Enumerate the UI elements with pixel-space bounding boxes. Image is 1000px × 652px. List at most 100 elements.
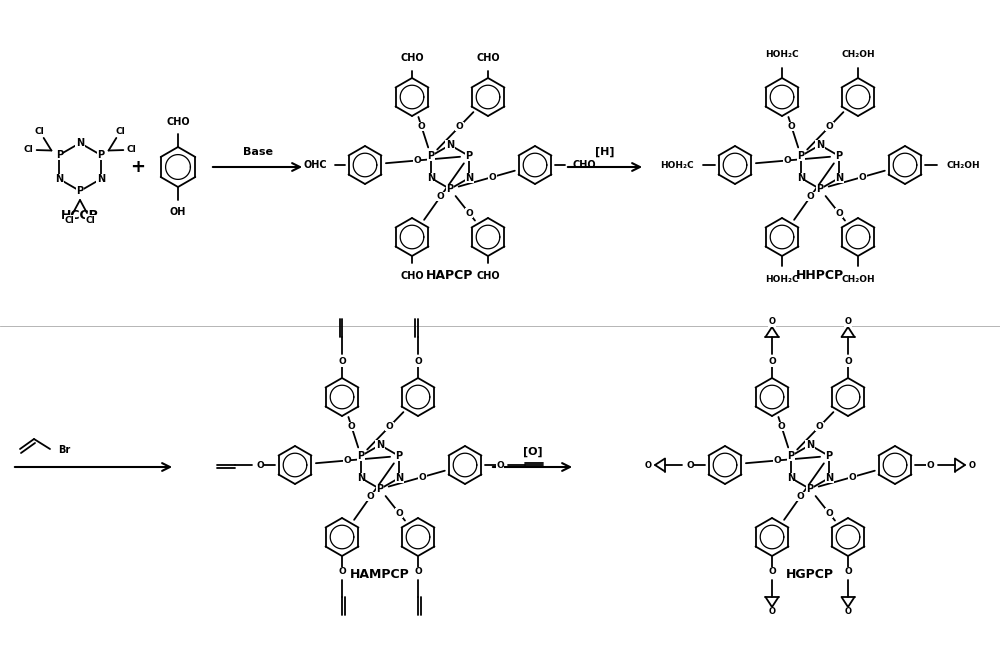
Text: P: P <box>76 186 84 196</box>
Text: O: O <box>807 192 814 201</box>
Text: +: + <box>130 158 146 176</box>
Text: O: O <box>395 509 403 518</box>
Text: CH₂OH: CH₂OH <box>841 50 875 59</box>
Text: P: P <box>835 151 843 161</box>
Text: HOH₂C: HOH₂C <box>765 50 799 59</box>
Text: OH: OH <box>170 207 186 217</box>
Text: O: O <box>926 460 934 469</box>
Text: O: O <box>419 473 426 481</box>
Text: N: N <box>376 440 384 450</box>
Text: P: P <box>446 184 454 194</box>
Text: O: O <box>844 608 852 617</box>
Text: O: O <box>773 456 781 465</box>
Text: [H]: [H] <box>595 147 615 157</box>
Text: N: N <box>97 174 105 184</box>
Text: N: N <box>55 174 63 184</box>
Text: N: N <box>806 440 814 450</box>
Text: O: O <box>968 460 975 469</box>
Text: O: O <box>816 422 823 431</box>
Text: P: P <box>787 451 795 461</box>
Text: O: O <box>844 357 852 366</box>
Text: O: O <box>778 422 785 431</box>
Text: N: N <box>787 473 795 483</box>
Text: O: O <box>825 509 833 518</box>
Text: N: N <box>816 140 824 150</box>
Text: O: O <box>338 357 346 366</box>
Text: N: N <box>835 173 843 183</box>
Text: O: O <box>343 456 351 465</box>
Text: N: N <box>357 473 365 483</box>
Text: CHO: CHO <box>400 53 424 63</box>
Text: CH₂OH: CH₂OH <box>946 160 980 170</box>
Text: HCCP: HCCP <box>61 209 99 222</box>
Text: N: N <box>465 173 473 183</box>
Text: CHO: CHO <box>400 271 424 282</box>
Text: N: N <box>446 140 454 150</box>
Text: N: N <box>825 473 833 483</box>
Text: O: O <box>418 122 425 131</box>
Text: P: P <box>376 484 384 494</box>
Text: O: O <box>844 567 852 576</box>
Text: P: P <box>825 451 833 461</box>
Text: O: O <box>835 209 843 218</box>
Text: O: O <box>788 122 795 131</box>
Text: O: O <box>456 122 463 131</box>
Text: Cl: Cl <box>116 127 126 136</box>
Text: O: O <box>826 122 833 131</box>
Text: CH₂OH: CH₂OH <box>841 274 875 284</box>
Text: Br: Br <box>58 445 70 455</box>
Text: O: O <box>465 209 473 218</box>
Text: O: O <box>844 318 852 327</box>
Text: O: O <box>414 357 422 366</box>
Text: O: O <box>797 492 804 501</box>
Text: O: O <box>489 173 496 181</box>
Text: Cl: Cl <box>65 216 74 224</box>
Text: HOH₂C: HOH₂C <box>765 274 799 284</box>
Text: CHO: CHO <box>166 117 190 127</box>
Text: HAMPCP: HAMPCP <box>350 569 410 582</box>
Text: HGPCP: HGPCP <box>786 569 834 582</box>
Text: O: O <box>414 567 422 576</box>
Text: O: O <box>437 192 444 201</box>
Text: P: P <box>797 151 805 161</box>
Text: CHO: CHO <box>476 53 500 63</box>
Text: O: O <box>686 460 694 469</box>
Text: O: O <box>256 460 264 469</box>
Text: HAPCP: HAPCP <box>426 269 474 282</box>
Text: HHPCP: HHPCP <box>796 269 844 282</box>
Text: O: O <box>348 422 355 431</box>
Text: O: O <box>768 357 776 366</box>
Text: [O]: [O] <box>523 447 542 457</box>
Text: CHO: CHO <box>573 160 597 170</box>
Text: O: O <box>859 173 866 181</box>
Text: O: O <box>768 318 776 327</box>
Text: O: O <box>367 492 374 501</box>
Text: O: O <box>768 608 776 617</box>
Text: P: P <box>357 451 365 461</box>
Text: O: O <box>496 460 504 469</box>
Text: P: P <box>97 150 104 160</box>
Text: P: P <box>395 451 403 461</box>
Text: N: N <box>797 173 805 183</box>
Text: O: O <box>386 422 393 431</box>
Text: O: O <box>849 473 856 481</box>
Text: P: P <box>465 151 473 161</box>
Text: Cl: Cl <box>24 145 34 154</box>
Text: Cl: Cl <box>126 145 136 154</box>
Text: P: P <box>806 484 814 494</box>
Text: Cl: Cl <box>86 216 95 224</box>
Text: O: O <box>338 567 346 576</box>
Text: O: O <box>644 460 652 469</box>
Text: P: P <box>427 151 435 161</box>
Text: CHO: CHO <box>476 271 500 282</box>
Text: N: N <box>395 473 403 483</box>
Text: N: N <box>76 138 84 148</box>
Text: P: P <box>816 184 824 194</box>
Text: O: O <box>783 156 791 165</box>
Text: Cl: Cl <box>34 127 44 136</box>
Text: HOH₂C: HOH₂C <box>660 160 694 170</box>
Text: Base: Base <box>242 147 272 157</box>
Text: P: P <box>56 150 63 160</box>
Text: OHC: OHC <box>303 160 327 170</box>
Text: N: N <box>427 173 435 183</box>
